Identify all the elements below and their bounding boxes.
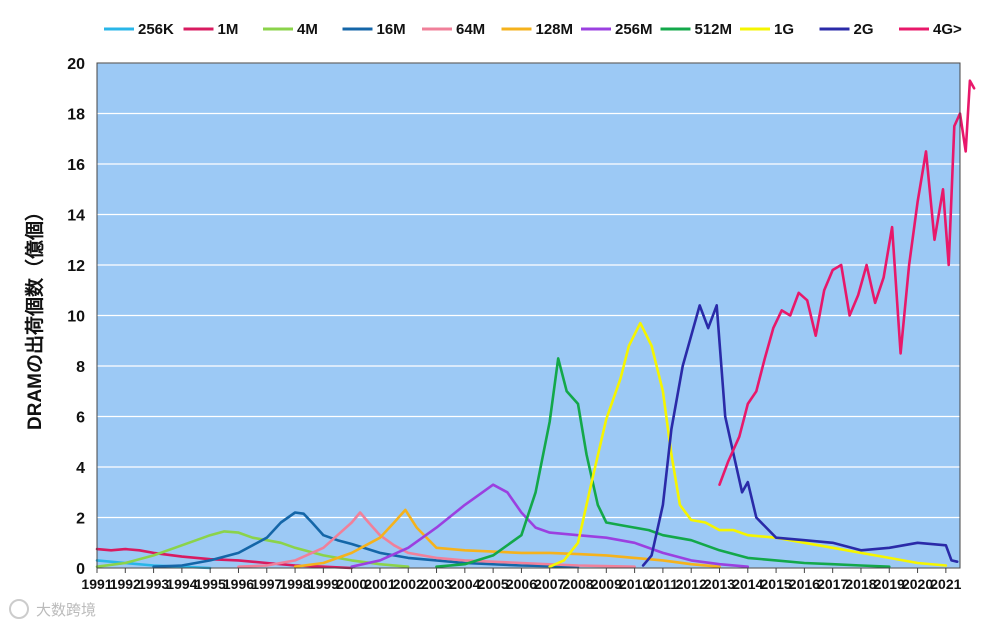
- y-tick-label: 16: [67, 157, 85, 174]
- x-tick-label: 2007: [534, 576, 565, 592]
- x-tick-label: 1997: [251, 576, 282, 592]
- x-tick-label: 2004: [449, 576, 480, 592]
- x-tick-label: 2005: [478, 576, 509, 592]
- legend-label: 128M: [536, 21, 574, 38]
- x-tick-label: 1993: [138, 576, 169, 592]
- y-axis-label: DRAMの出荷個数（億個）: [23, 202, 46, 430]
- legend-label: 1G: [774, 21, 794, 38]
- x-tick-label: 2010: [619, 576, 650, 592]
- y-tick-label: 6: [76, 410, 85, 427]
- series-line: [350, 483, 750, 568]
- series-line: [641, 304, 959, 567]
- legend-label: 2G: [854, 21, 874, 38]
- watermark-text: 大数跨境: [36, 601, 96, 619]
- x-tick-label: 1995: [195, 576, 226, 592]
- x-tick-label: 2020: [902, 576, 933, 592]
- x-tick-label: 1991: [81, 576, 112, 592]
- legend-label: 512M: [695, 21, 733, 38]
- y-tick-label: 8: [76, 359, 85, 376]
- y-tick-label: 4: [76, 460, 85, 477]
- x-tick-label: 2002: [393, 576, 424, 592]
- x-tick-label: 2003: [421, 576, 452, 592]
- x-tick-label: 1994: [166, 576, 197, 592]
- series-line: [237, 511, 636, 568]
- x-tick-label: 2015: [761, 576, 792, 592]
- y-tick-label: 10: [67, 309, 85, 326]
- x-tick-label: 2019: [874, 576, 905, 592]
- watermark-logo-icon: [9, 599, 29, 619]
- x-tick-label: 2021: [930, 576, 961, 592]
- legend-label: 64M: [456, 21, 485, 38]
- x-tick-label: 2014: [732, 576, 763, 592]
- x-tick-label: 1992: [110, 576, 141, 592]
- x-tick-label: 2013: [704, 576, 735, 592]
- x-tick-label: 2008: [562, 576, 593, 592]
- x-tick-label: 1996: [223, 576, 254, 592]
- x-tick-label: 1999: [308, 576, 339, 592]
- series-line: [548, 321, 948, 568]
- legend-label: 4G>: [933, 21, 962, 38]
- legend: 256K 1M 4M 16M 64M 128M 256M 512M 1G 2G 4G>: [104, 21, 962, 38]
- x-tick-label: 2018: [845, 576, 876, 592]
- legend-label: 256M: [615, 21, 653, 38]
- x-tick-label: 2016: [789, 576, 820, 592]
- y-tick-label: 14: [67, 208, 85, 225]
- series-line: [718, 79, 976, 486]
- x-tick-label: 2011: [648, 576, 679, 592]
- x-tick-label: 2017: [817, 576, 848, 592]
- x-tick-label: 1998: [279, 576, 310, 592]
- series-line: [152, 511, 580, 568]
- legend-label: 16M: [377, 21, 406, 38]
- x-tick-label: 2000: [336, 576, 367, 592]
- y-tick-label: 18: [67, 107, 85, 124]
- y-tick-label: 12: [67, 258, 85, 275]
- x-tick-label: 2012: [676, 576, 707, 592]
- x-tick-label: 2001: [364, 576, 395, 592]
- axes: 0246810121416182019911992199319941995199…: [67, 56, 961, 592]
- y-tick-label: 0: [76, 561, 85, 578]
- legend-label: 1M: [218, 21, 239, 38]
- legend-label: 256K: [138, 21, 174, 38]
- y-tick-label: 20: [67, 56, 85, 73]
- series-lines: [95, 79, 976, 570]
- y-tick-label: 2: [76, 511, 85, 528]
- x-tick-label: 2009: [591, 576, 622, 592]
- watermark: 大数跨境: [9, 599, 96, 619]
- series-line: [293, 508, 721, 568]
- x-tick-label: 2006: [506, 576, 537, 592]
- legend-label: 4M: [297, 21, 318, 38]
- series-line: [95, 530, 410, 568]
- plot-border: [96, 62, 961, 569]
- series-line: [435, 357, 891, 568]
